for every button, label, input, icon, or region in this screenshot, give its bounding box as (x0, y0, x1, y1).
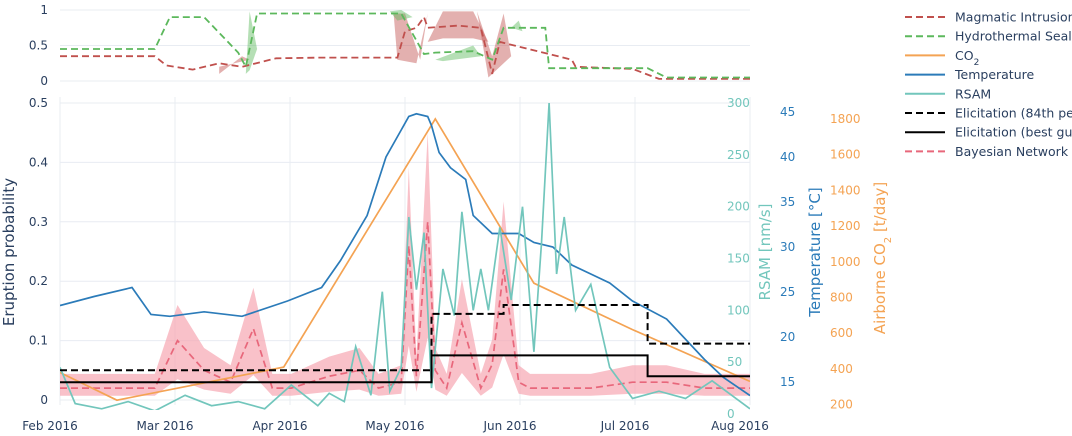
rsam-tick-label: 100 (727, 303, 750, 317)
top-y-tick-label: 0 (40, 74, 48, 88)
co2-tick-label: 1400 (830, 183, 861, 197)
legend-item: Magmatic Intrusion (905, 10, 1072, 25)
bayesian-network-band (60, 132, 750, 396)
top-panel-grid (60, 9, 750, 82)
temperature-tick-label: 20 (780, 330, 795, 344)
x-tick-label: Jul 2016 (600, 419, 650, 433)
top-panel-series (60, 12, 750, 80)
x-tick-label: Aug 2016 (711, 419, 769, 433)
temperature-tick-label: 15 (780, 375, 795, 389)
co2-tick-label: 800 (830, 291, 853, 305)
legend-label: RSAM (955, 86, 991, 101)
co2-tick-label: 1600 (830, 148, 861, 162)
co2-tick-label: 600 (830, 326, 853, 340)
top-y-tick-label: 1 (40, 3, 48, 17)
x-tick-label: Apr 2016 (252, 419, 307, 433)
legend-label: Magmatic Intrusion (955, 10, 1072, 25)
legend-label: CO2 (955, 48, 979, 68)
co2-tick-label: 1000 (830, 255, 861, 269)
rsam-tick-label: 200 (727, 200, 750, 214)
eruption-probability-tick-label: 0.2 (29, 274, 48, 288)
temperature-tick-label: 40 (780, 150, 795, 164)
co2-tick-label: 200 (830, 398, 853, 412)
legend: Magmatic Intrusion Hydrothermal Seal CO2Te… (905, 10, 1072, 159)
x-tick-label: Jun 2016 (482, 419, 536, 433)
rsam-tick-label: 300 (727, 96, 750, 110)
rsam-tick-label: 150 (727, 252, 750, 266)
series-line-bayesian-network (60, 221, 750, 391)
main-panel-uncertainty-bands (60, 132, 750, 396)
x-tick-label: Feb 2016 (22, 419, 78, 433)
legend-item: RSAM (905, 86, 991, 101)
uncertainty-band (477, 11, 512, 78)
temperature-tick-label: 35 (780, 195, 795, 209)
rsam-axis-title: RSAM [nm/s] (756, 204, 774, 301)
legend-label: Bayesian Network (955, 144, 1069, 159)
uncertainty-band (393, 13, 428, 64)
co2-tick-label: 400 (830, 362, 853, 376)
co2-tick-label: 1200 (830, 219, 861, 233)
temperature-tick-label: 45 (780, 105, 795, 119)
legend-item: Elicitation (best guess) (905, 125, 1072, 140)
x-tick-label: Mar 2016 (137, 419, 194, 433)
legend-item: Temperature (905, 67, 1034, 82)
series-line-magmatic-intrusion (60, 15, 750, 80)
eruption-probability-tick-label: 0 (40, 393, 48, 407)
legend-item: Hydrothermal Seal (905, 29, 1072, 44)
legend-item: Elicitation (84th percentile) (905, 106, 1072, 121)
legend-label: Hydrothermal Seal (955, 29, 1072, 44)
series-line-hydrothermal-seal (60, 12, 750, 79)
series-line-rsam (60, 102, 750, 410)
legend-label: Elicitation (best guess) (955, 125, 1072, 140)
legend-label: Temperature (954, 67, 1034, 82)
legend-label: Elicitation (84th percentile) (955, 106, 1072, 121)
rsam-tick-label: 50 (727, 355, 742, 369)
eruption-probability-tick-label: 0.4 (29, 155, 48, 169)
temperature-axis-title: Temperature [°C] (806, 187, 824, 317)
axes-tick-labels: 0 0.5 1 0 0.1 0.2 0.3 0.4 0.5 Feb 2016 Mar 2016 Apr… (22, 3, 860, 433)
co2-axis-title: Airborne CO2 [t/day] (871, 182, 894, 334)
top-panel-uncertainty-bands (219, 10, 523, 78)
uncertainty-band (511, 20, 523, 32)
uncertainty-band (427, 11, 489, 42)
legend-item: Bayesian Network (905, 144, 1069, 159)
legend-item: CO2 (905, 48, 979, 68)
eruption-probability-tick-label: 0.5 (29, 96, 48, 110)
rsam-tick-label: 0 (727, 407, 735, 421)
uncertainty-band (435, 45, 481, 62)
co2-tick-label: 1800 (830, 112, 861, 126)
eruption-probability-tick-label: 0.3 (29, 215, 48, 229)
temperature-tick-label: 30 (780, 240, 795, 254)
main-panel-series (60, 102, 750, 410)
series-line-co (60, 117, 750, 402)
eruption-probability-axis-title: Eruption probability (0, 178, 18, 326)
rsam-tick-label: 250 (727, 148, 750, 162)
series-line-elicitation-best-guess- (60, 354, 750, 384)
eruption-probability-tick-label: 0.1 (29, 334, 48, 348)
top-y-tick-label: 0.5 (29, 39, 48, 53)
axis-titles: Eruption probability RSAM [nm/s] Temperatu… (0, 178, 894, 334)
x-tick-label: May 2016 (365, 419, 424, 433)
temperature-tick-label: 25 (780, 285, 795, 299)
series-line-temperature (60, 112, 750, 397)
